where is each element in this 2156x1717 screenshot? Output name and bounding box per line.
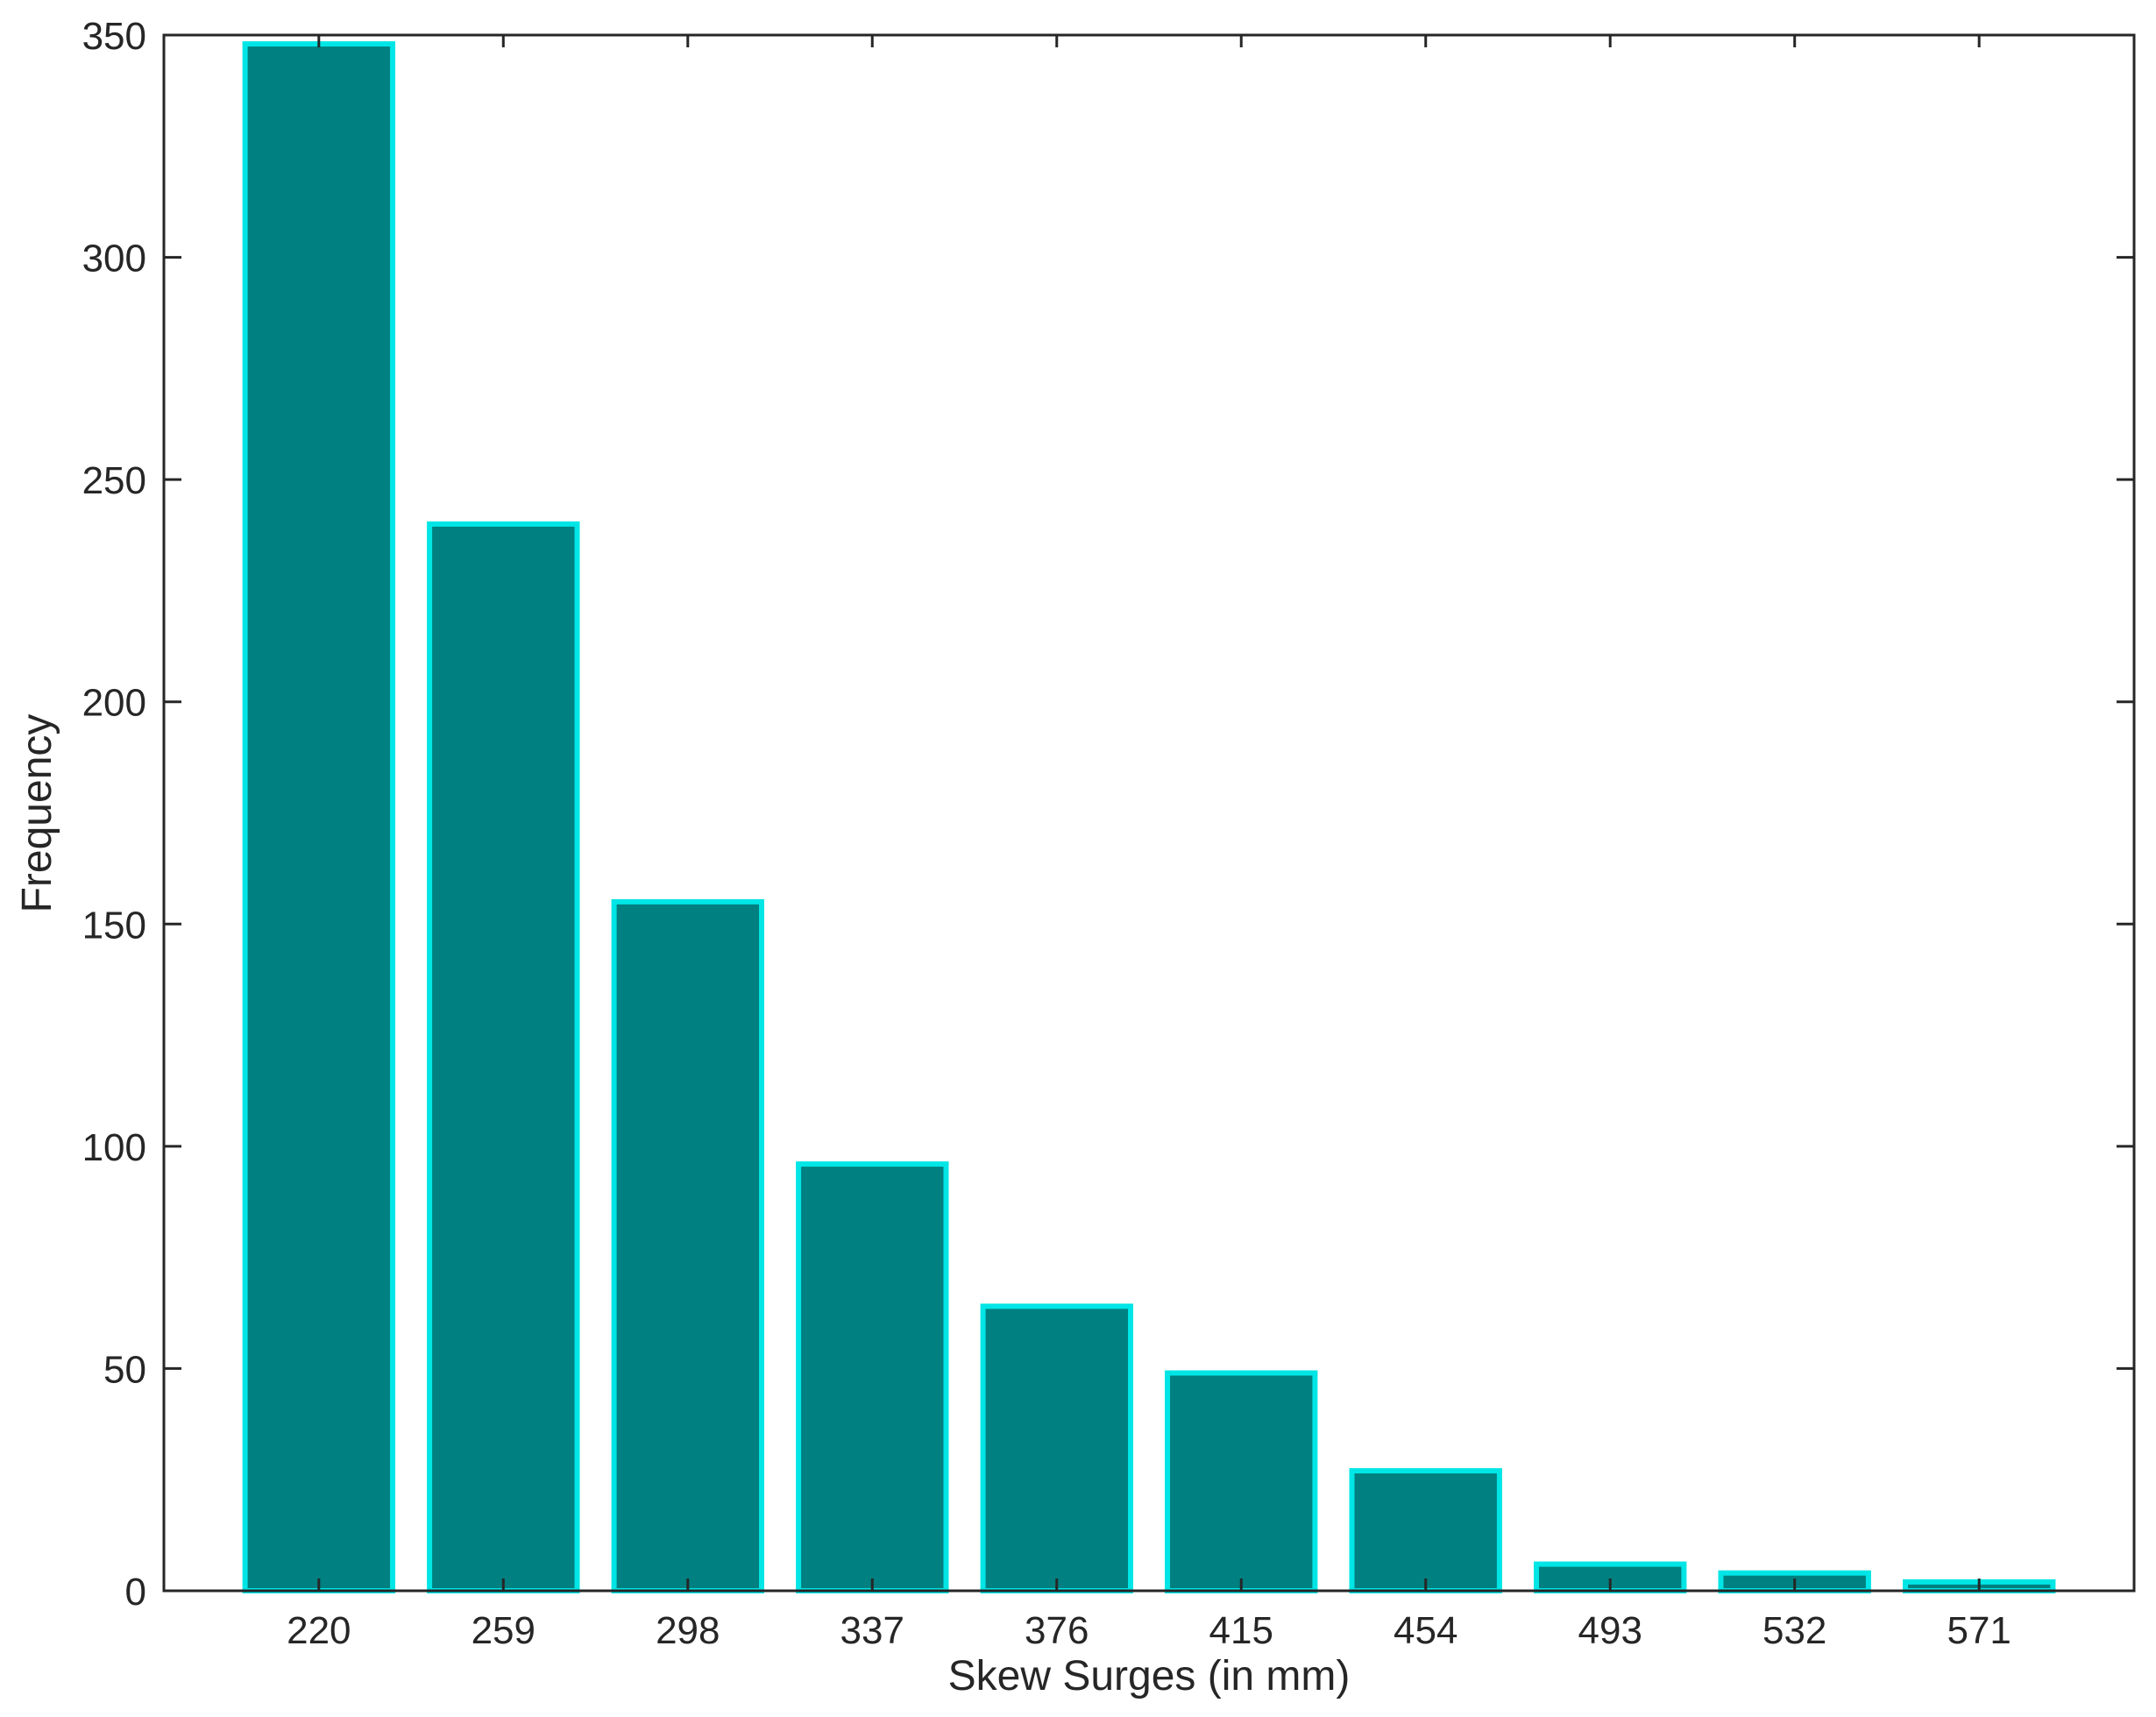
- x-tick-label-298: 298: [656, 1609, 720, 1652]
- x-tick-label-532: 532: [1762, 1609, 1826, 1652]
- plot-frame: [162, 33, 2136, 1593]
- bar-415: [1165, 1370, 1318, 1593]
- x-tick-label-454: 454: [1394, 1609, 1457, 1652]
- y-axis-title: Frequency: [14, 714, 60, 913]
- y-tick-label-300: 300: [82, 238, 146, 280]
- x-tick-label-259: 259: [472, 1609, 535, 1652]
- y-tick-label-50: 50: [103, 1348, 146, 1391]
- bar-259: [427, 521, 580, 1593]
- ticks-layer: 220 259 298 337 376 415 454 493 532 571 0 50 100 150 2…: [82, 15, 2134, 1652]
- y-tick-label-100: 100: [82, 1126, 146, 1169]
- x-tick-label-415: 415: [1209, 1609, 1273, 1652]
- bar-337: [796, 1161, 949, 1593]
- bar-220: [242, 41, 395, 1594]
- bar-376: [980, 1303, 1133, 1594]
- y-tick-label-350: 350: [82, 15, 146, 58]
- y-tick-label-200: 200: [82, 682, 146, 725]
- x-tick-label-376: 376: [1025, 1609, 1089, 1652]
- y-tick-label-250: 250: [82, 459, 146, 502]
- bars-layer: [242, 41, 2056, 1594]
- y-tick-label-0: 0: [125, 1571, 146, 1614]
- x-tick-label-571: 571: [1947, 1609, 2011, 1652]
- bar-298: [611, 898, 764, 1593]
- y-tick-label-150: 150: [82, 904, 146, 947]
- bar-454: [1349, 1468, 1502, 1593]
- x-tick-label-337: 337: [840, 1609, 904, 1652]
- x-axis-title: Skew Surges (in mm): [948, 1653, 1351, 1699]
- x-tick-label-493: 493: [1578, 1609, 1642, 1652]
- x-tick-label-220: 220: [287, 1609, 351, 1652]
- axes-layer: [162, 33, 2136, 1593]
